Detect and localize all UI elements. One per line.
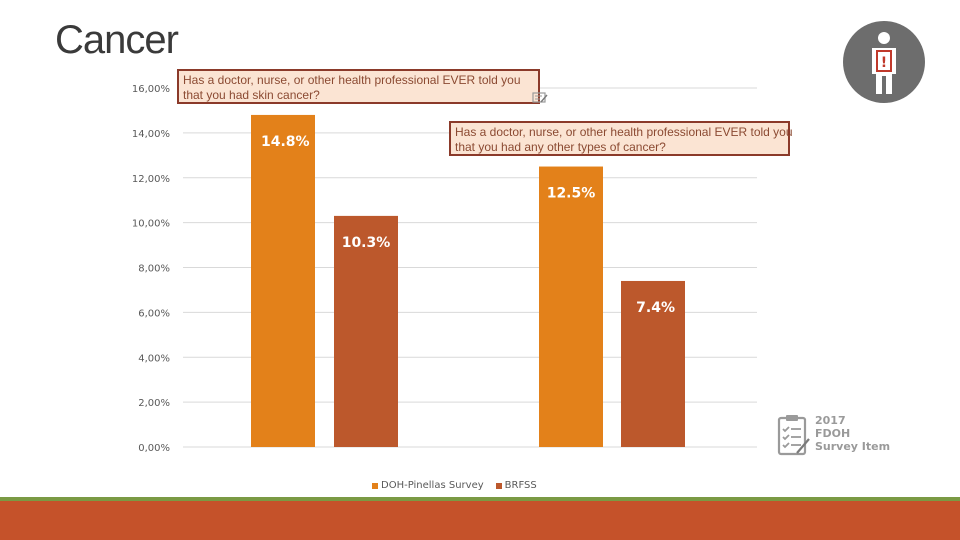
survey-badge-line: FDOH — [815, 427, 851, 440]
footer-accent-line — [0, 497, 960, 501]
chart-legend: DOH-Pinellas Survey BRFSS — [372, 480, 537, 491]
legend-item-doh: DOH-Pinellas Survey — [372, 480, 484, 491]
y-tick-label: 4,00% — [138, 353, 170, 364]
data-label: 10.3% — [342, 235, 391, 251]
bar — [539, 166, 603, 447]
legend-label: BRFSS — [504, 480, 537, 491]
bar — [621, 280, 685, 447]
y-tick-label: 16,00% — [132, 84, 170, 95]
legend-swatch — [372, 482, 378, 489]
bars — [251, 114, 685, 448]
survey-badge-line: 2017 — [815, 414, 846, 427]
y-tick-label: 6,00% — [138, 308, 170, 319]
svg-text:!: ! — [881, 55, 887, 71]
bar — [334, 215, 398, 447]
clipboard-checklist-icon — [777, 415, 810, 456]
legend-label: DOH-Pinellas Survey — [381, 480, 484, 491]
data-labels: 14.8% 12.5% 10.3% 7.4% — [261, 134, 675, 316]
y-tick-label: 2,00% — [138, 398, 170, 409]
question-line: Has a doctor, nurse, or other health pro… — [183, 73, 521, 87]
data-label: 14.8% — [261, 134, 310, 150]
other-cancer-question-box: Has a doctor, nurse, or other health pro… — [449, 121, 793, 156]
y-tick-label: 0,00% — [138, 443, 170, 454]
survey-item-badge: 2017 FDOH Survey Item — [815, 414, 890, 453]
y-tick-label: 12,00% — [132, 174, 170, 185]
edit-note-icon — [532, 92, 548, 103]
y-axis-ticks: 0,00% 2,00% 4,00% 6,00% 8,00% 10,00% 12,00% 14,… — [132, 84, 170, 454]
bar — [251, 114, 315, 448]
footer-bar — [0, 497, 960, 540]
y-tick-label: 10,00% — [132, 219, 170, 230]
question-line: that you had any other types of cancer? — [455, 140, 666, 154]
data-label: 7.4% — [636, 300, 675, 316]
y-tick-label: 8,00% — [138, 264, 170, 275]
skin-cancer-question-box: Has a doctor, nurse, or other health pro… — [177, 69, 540, 104]
data-label: 12.5% — [547, 186, 596, 202]
legend-swatch — [495, 482, 502, 489]
question-line: that you had skin cancer? — [183, 88, 320, 102]
person-alert-icon: ! — [843, 21, 925, 103]
question-line: Has a doctor, nurse, or other health pro… — [455, 125, 793, 139]
survey-badge-line: Survey Item — [815, 440, 891, 453]
y-tick-label: 14,00% — [132, 129, 170, 140]
page-title: Cancer — [55, 18, 179, 62]
legend-item-brfss: BRFSS — [495, 480, 537, 491]
